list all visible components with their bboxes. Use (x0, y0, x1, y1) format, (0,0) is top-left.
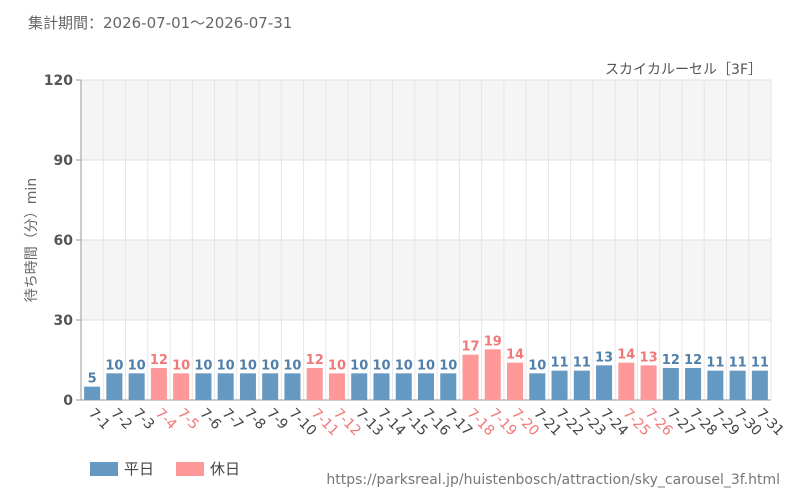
bar-7-25[interactable] (618, 362, 635, 400)
plot-band (81, 80, 771, 160)
x-axis-ticks: 7-17-27-37-47-57-67-77-87-97-107-117-127… (85, 406, 787, 440)
chart-subtitle: スカイカルーセル［3F］ (605, 62, 762, 78)
x-tick-label: 7-9 (263, 406, 290, 433)
bar-7-21[interactable] (529, 373, 546, 400)
bar-7-8[interactable] (239, 373, 256, 400)
data-label: 10 (217, 358, 235, 373)
bar-7-5[interactable] (173, 373, 190, 400)
x-tick-label: 7-1 (85, 406, 112, 433)
data-label: 13 (595, 350, 613, 365)
data-label: 10 (239, 358, 257, 373)
bar-7-13[interactable] (351, 373, 368, 400)
legend-label-weekday: 平日 (124, 460, 155, 478)
legend-label-holiday: 休日 (210, 460, 241, 478)
x-tick-label: 7-8 (241, 406, 268, 433)
grid-lines (80, 79, 772, 401)
bar-7-31[interactable] (751, 370, 768, 400)
source-url: https://parksreal.jp/huistenbosch/attrac… (326, 472, 780, 488)
bar-7-23[interactable] (573, 370, 590, 400)
x-tick-label: 7-6 (197, 406, 225, 434)
bar-7-26[interactable] (640, 365, 657, 400)
y-tick-label: 30 (54, 313, 74, 329)
data-label: 10 (528, 358, 546, 373)
bar-7-24[interactable] (596, 365, 613, 400)
bar-7-18[interactable] (462, 354, 479, 400)
bar-7-1[interactable] (84, 386, 101, 400)
y-tick-label: 0 (63, 393, 73, 409)
data-label: 14 (506, 348, 524, 363)
bar-7-22[interactable] (551, 370, 568, 400)
bar-7-7[interactable] (217, 373, 234, 400)
bar-7-2[interactable] (106, 373, 123, 400)
data-label: 10 (372, 358, 390, 373)
data-label: 12 (150, 353, 168, 368)
data-label: 12 (306, 353, 324, 368)
y-axis-label: 待ち時間（分）min (24, 178, 40, 302)
data-label: 11 (573, 356, 591, 371)
data-label: 10 (194, 358, 212, 373)
period-label: 集計期間：2026-07-01～2026-07-31 (28, 14, 293, 32)
data-label: 10 (439, 358, 457, 373)
bar-7-4[interactable] (150, 368, 167, 400)
x-tick-label: 7-3 (130, 406, 157, 433)
bar-7-10[interactable] (284, 373, 301, 400)
bar-7-30[interactable] (729, 370, 746, 400)
legend-item-holiday[interactable]: 休日 (176, 458, 240, 479)
data-label: 10 (328, 358, 346, 373)
data-label: 13 (640, 350, 658, 365)
y-axis-ticks: 0 30 60 90 120 (44, 73, 81, 409)
legend-swatch-holiday (176, 461, 205, 476)
legend: 平日 休日 (90, 458, 240, 479)
data-label: 10 (283, 358, 301, 373)
data-label: 10 (417, 358, 435, 373)
y-tick-label: 120 (44, 73, 73, 89)
data-label: 11 (551, 356, 569, 371)
data-label: 19 (484, 334, 502, 349)
data-label: 10 (350, 358, 368, 373)
y-tick-label: 90 (54, 153, 74, 169)
x-tick-label: 7-7 (219, 406, 246, 433)
data-label: 11 (729, 356, 747, 371)
bar-7-16[interactable] (417, 373, 435, 400)
plot-band (81, 240, 771, 320)
data-label: 11 (706, 356, 724, 371)
data-label: 10 (105, 358, 123, 373)
bar-7-29[interactable] (707, 370, 724, 400)
data-label: 17 (461, 340, 479, 355)
data-label: 5 (88, 372, 97, 387)
bar-7-28[interactable] (685, 368, 702, 400)
legend-swatch-weekday (90, 461, 118, 476)
data-label: 11 (751, 356, 769, 371)
data-label: 10 (128, 358, 146, 373)
x-tick-label: 7-2 (108, 406, 135, 433)
data-label: 12 (684, 353, 702, 368)
bar-7-12[interactable] (328, 373, 345, 400)
bar-7-11[interactable] (306, 368, 323, 400)
data-label: 10 (261, 358, 279, 373)
legend-item-weekday[interactable]: 平日 (90, 458, 154, 479)
y-tick-label: 60 (54, 233, 74, 249)
bar-7-27[interactable] (662, 368, 679, 400)
data-label: 10 (395, 358, 413, 373)
data-labels: 5 10 10 12 10 10 10 10 10 10 12 10 10 10 10 10 10 17 19 14 1… (88, 334, 769, 386)
bar-7-20[interactable] (507, 362, 524, 400)
bar-7-3[interactable] (128, 373, 145, 400)
x-tick-label: 7-4 (152, 406, 180, 434)
data-label: 12 (662, 353, 680, 368)
bar-7-14[interactable] (373, 373, 390, 400)
data-label: 14 (617, 348, 635, 363)
bar-7-9[interactable] (262, 373, 279, 400)
bar-7-6[interactable] (195, 373, 212, 400)
data-label: 10 (172, 358, 190, 373)
bar-7-17[interactable] (440, 373, 457, 400)
plot-band (81, 160, 771, 240)
bars (84, 349, 768, 400)
x-tick-label: 7-5 (174, 406, 201, 433)
bar-7-15[interactable] (395, 373, 412, 400)
bar-7-19[interactable] (484, 349, 501, 400)
